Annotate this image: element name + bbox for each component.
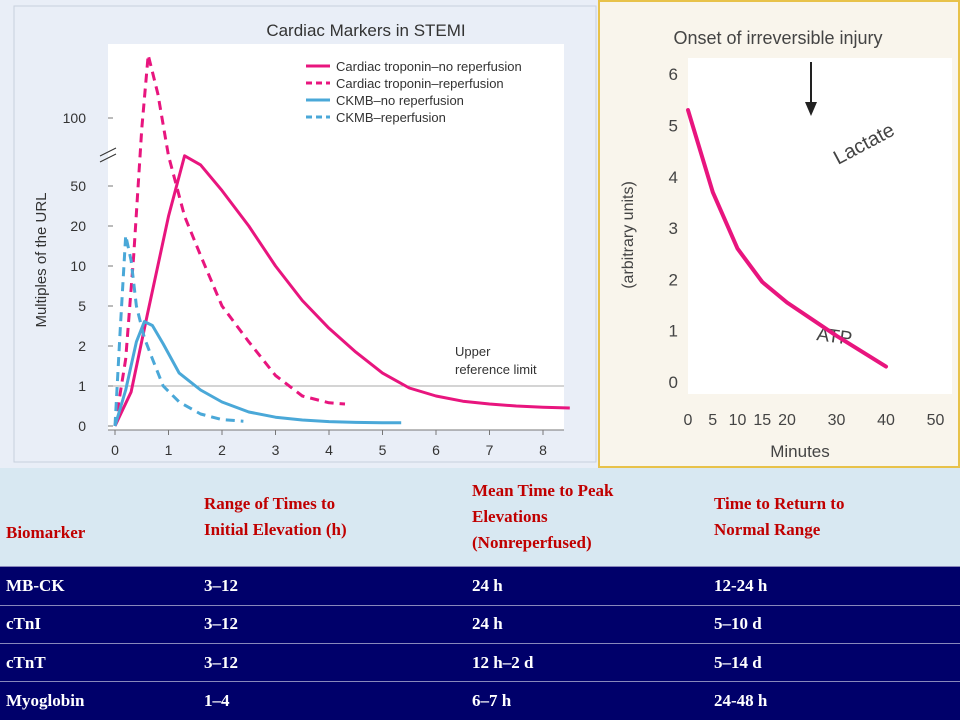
x-tick-label: 0 <box>111 442 119 458</box>
table-cell: cTnI <box>0 604 198 644</box>
y-tick-label: 2 <box>669 270 678 289</box>
table-row: MB-CK 3–12 24 h 12-24 h <box>0 566 960 606</box>
header-cell: Time to Return to Normal Range <box>708 468 960 567</box>
y-tick-label: 5 <box>78 298 86 314</box>
header-line: (Nonreperfused) <box>472 533 592 553</box>
legend-label: Cardiac troponin–reperfusion <box>336 76 504 91</box>
x-tick-label: 5 <box>379 442 387 458</box>
x-tick-label: 0 <box>684 412 693 429</box>
y-tick-label: 100 <box>63 110 87 126</box>
y-axis-label: Multiples of the URL <box>33 192 50 327</box>
header-cell: Biomarker <box>0 468 198 567</box>
table-cell: 3–12 <box>198 604 466 644</box>
table-cell: 24 h <box>466 604 708 644</box>
legend-label: Cardiac troponin–no reperfusion <box>336 59 522 74</box>
x-tick-label: 6 <box>432 442 440 458</box>
series-line-4 <box>113 233 244 427</box>
series-line-1 <box>113 154 570 427</box>
axis-break-mark <box>99 147 117 157</box>
table-cell: 3–12 <box>198 566 466 606</box>
table-cell: MB-CK <box>0 566 198 606</box>
table-cell: 6–7 h <box>466 681 708 720</box>
table-cell: 12 h–2 d <box>466 642 708 682</box>
stemi-chart-panel: Cardiac Markers in STEMI Multiples of th… <box>0 0 598 468</box>
table-cell: cTnT <box>0 642 198 682</box>
series-group <box>113 53 570 427</box>
header-cell: Range of Times to Initial Elevation (h) <box>198 468 466 567</box>
x-tick-label: 7 <box>486 442 494 458</box>
ischemia-chart: Onset of irreversible injury (arbitrary … <box>596 0 960 470</box>
table-cell: 12-24 h <box>708 566 960 606</box>
chart-title: Cardiac Markers in STEMI <box>266 21 465 40</box>
x-tick-label: 40 <box>877 412 895 429</box>
table-cell: 24-48 h <box>708 681 960 720</box>
y-tick-label: 3 <box>669 219 678 238</box>
legend-label: CKMB–reperfusion <box>336 110 446 125</box>
x-tick-label: 30 <box>828 412 846 429</box>
biomarker-table: Biomarker Range of Times to Initial Elev… <box>0 468 960 720</box>
axis-ticks: 0 1 2 5 10 20 50 100 0 1 2 3 4 5 6 7 8 <box>63 110 547 458</box>
x-tick-label: 50 <box>927 412 945 429</box>
stemi-chart: Cardiac Markers in STEMI Multiples of th… <box>13 5 597 463</box>
header-line: Initial Elevation (h) <box>204 520 347 540</box>
x-tick-label: 15 <box>753 412 771 429</box>
y-tick-label: 50 <box>70 178 86 194</box>
series-line-3 <box>113 320 402 427</box>
y-axis-label: (arbitrary units) <box>620 181 637 289</box>
table-row: cTnT 3–12 12 h–2 d 5–14 d <box>0 642 960 682</box>
x-tick-label: 2 <box>218 442 226 458</box>
legend: Cardiac troponin–no reperfusion Cardiac t… <box>300 54 562 130</box>
reference-label-line1: Upper <box>455 344 491 359</box>
header-line: Mean Time to Peak <box>472 481 614 501</box>
ischemia-chart-panel: Onset of irreversible injury (arbitrary … <box>596 0 960 470</box>
y-tick-label: 20 <box>70 218 86 234</box>
table-header-row: Biomarker Range of Times to Initial Elev… <box>0 468 960 567</box>
table-cell: 1–4 <box>198 681 466 720</box>
legend-box <box>300 54 562 130</box>
atp-label: ATP <box>815 324 853 350</box>
y-tick-label: 0 <box>669 373 678 392</box>
header-line: Range of Times to <box>204 494 336 514</box>
table-cell: 5–14 d <box>708 642 960 682</box>
y-tick-label: 0 <box>78 418 86 434</box>
x-tick-label: 3 <box>272 442 280 458</box>
header-cell: Mean Time to Peak Elevations (Nonreperfu… <box>466 468 708 567</box>
arrow-down-icon <box>805 102 817 116</box>
y-tick-label: 1 <box>669 322 678 341</box>
table-cell: 24 h <box>466 566 708 606</box>
y-tick-label: 2 <box>78 338 86 354</box>
table-cell: Myoglobin <box>0 681 198 720</box>
x-tick-label: 4 <box>325 442 333 458</box>
x-tick-label: 10 <box>729 412 747 429</box>
y-tick-label: 5 <box>669 117 678 136</box>
header-biomarker: Biomarker <box>6 523 86 543</box>
y-tick-label: 4 <box>669 168 678 187</box>
x-tick-label: 8 <box>539 442 547 458</box>
reference-label-line2: reference limit <box>455 362 537 377</box>
x-tick-label: 1 <box>165 442 173 458</box>
header-line: Elevations <box>472 507 548 527</box>
series-line-1 <box>686 108 888 369</box>
x-tick-label: 5 <box>708 412 717 429</box>
chart-title: Onset of irreversible injury <box>673 28 882 48</box>
table-cell: 3–12 <box>198 642 466 682</box>
plot-area <box>688 58 952 394</box>
header-line: Time to Return to <box>714 494 845 514</box>
y-tick-label: 10 <box>70 258 86 274</box>
header-line: Normal Range <box>714 520 821 540</box>
series-line-2 <box>113 53 346 427</box>
y-tick-label: 1 <box>78 378 86 394</box>
legend-label: CKMB–no reperfusion <box>336 93 464 108</box>
x-tick-label: 20 <box>778 412 796 429</box>
x-axis-label: Minutes <box>770 442 830 461</box>
table-cell: 5–10 d <box>708 604 960 644</box>
table-row: Myoglobin 1–4 6–7 h 24-48 h <box>0 681 960 720</box>
table-row: cTnI 3–12 24 h 5–10 d <box>0 604 960 644</box>
series-group <box>686 108 888 369</box>
y-tick-label: 6 <box>669 65 678 84</box>
axis-break-mark <box>99 153 117 163</box>
